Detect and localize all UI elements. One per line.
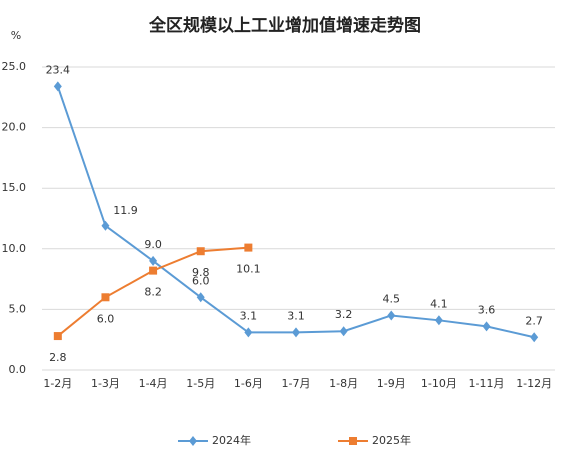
legend-marker [189, 436, 197, 446]
data-label: 4.1 [430, 297, 448, 310]
data-label: 3.1 [240, 309, 258, 322]
y-tick-label: 25.0 [2, 60, 27, 73]
x-tick-label: 1-8月 [329, 377, 358, 390]
x-tick-label: 1-2月 [43, 377, 72, 390]
point [101, 220, 110, 231]
x-tick-label: 1-11月 [469, 377, 505, 390]
point [196, 292, 205, 303]
y-tick-label: 5.0 [9, 302, 27, 315]
data-label: 11.9 [113, 204, 138, 217]
point [434, 315, 443, 326]
legend-label: 2025年 [372, 433, 411, 447]
x-tick-label: 1-3月 [91, 377, 120, 390]
data-label: 10.1 [236, 263, 261, 276]
point [53, 81, 62, 92]
x-tick-label: 1-6月 [234, 377, 263, 390]
point [196, 247, 205, 256]
data-label: 3.1 [287, 309, 305, 322]
data-label: 8.2 [144, 286, 162, 299]
data-label: 9.8 [192, 266, 210, 279]
point [339, 326, 348, 337]
point [530, 332, 539, 343]
y-unit: % [11, 29, 21, 42]
point [101, 293, 110, 302]
y-tick-label: 20.0 [2, 121, 27, 134]
point [244, 327, 253, 338]
data-label: 6.0 [97, 312, 115, 325]
point [53, 332, 62, 341]
data-label: 23.4 [46, 63, 71, 76]
legend-label: 2024年 [212, 433, 251, 447]
point [292, 327, 300, 338]
legend-marker [349, 437, 357, 445]
data-label: 3.6 [478, 303, 496, 316]
point [149, 255, 158, 266]
data-label: 3.2 [335, 308, 353, 321]
data-label: 4.5 [383, 292, 401, 305]
x-tick-label: 1-5月 [186, 377, 215, 390]
data-label: 2.8 [49, 351, 67, 364]
data-label: 2.7 [525, 314, 543, 327]
x-tick-label: 1-12月 [516, 377, 552, 390]
x-tick-label: 1-4月 [139, 377, 168, 390]
point [244, 243, 253, 252]
point [482, 321, 491, 332]
x-tick-label: 1-7月 [282, 377, 311, 390]
point [149, 266, 158, 275]
chart-title: 全区规模以上工业增加值增速走势图 [148, 15, 421, 36]
data-label: 9.0 [144, 238, 162, 251]
y-tick-label: 10.0 [2, 242, 27, 255]
x-tick-label: 1-9月 [377, 377, 406, 390]
y-tick-label: 0.0 [9, 363, 27, 376]
data-label: 6.0 [192, 274, 210, 287]
x-tick-label: 1-10月 [421, 377, 457, 390]
y-tick-label: 15.0 [2, 181, 27, 194]
point [387, 310, 396, 321]
